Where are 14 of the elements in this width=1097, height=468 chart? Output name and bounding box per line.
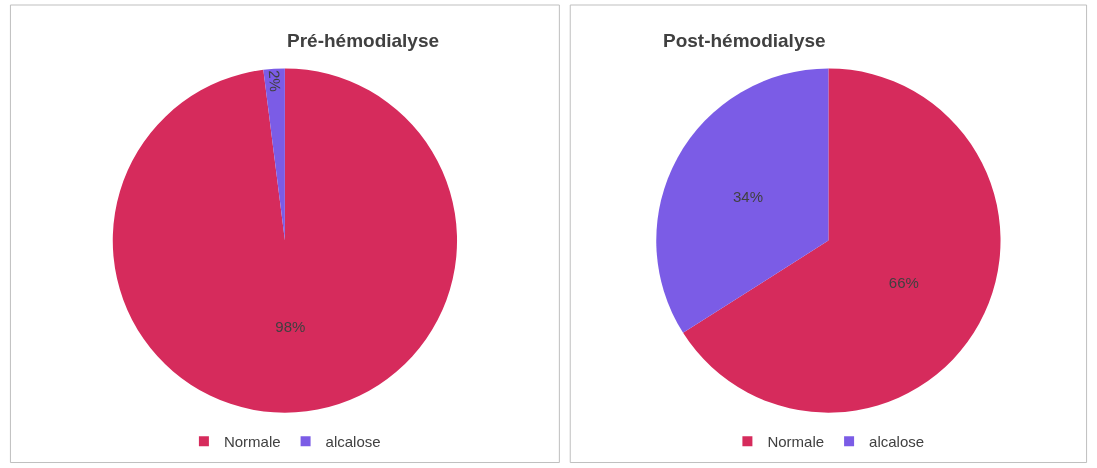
pie-slice bbox=[683, 68, 1001, 413]
legend-label: alcalose bbox=[869, 433, 925, 451]
chart-title: Pré-hémodialyse bbox=[287, 30, 440, 51]
legend-label: Normale bbox=[223, 433, 281, 451]
pie-slice bbox=[112, 68, 457, 413]
data-label: 66% bbox=[888, 273, 919, 291]
pie-slice bbox=[656, 68, 829, 333]
data-label: 34% bbox=[732, 187, 764, 205]
data-label: 98% bbox=[275, 317, 306, 335]
pie-slice bbox=[263, 68, 285, 241]
chart-title: Post-hémodialyse bbox=[663, 30, 826, 51]
data-label: 2% bbox=[265, 69, 285, 93]
legend-label: alcalose bbox=[325, 433, 381, 451]
legend-label: Normale bbox=[767, 433, 825, 451]
